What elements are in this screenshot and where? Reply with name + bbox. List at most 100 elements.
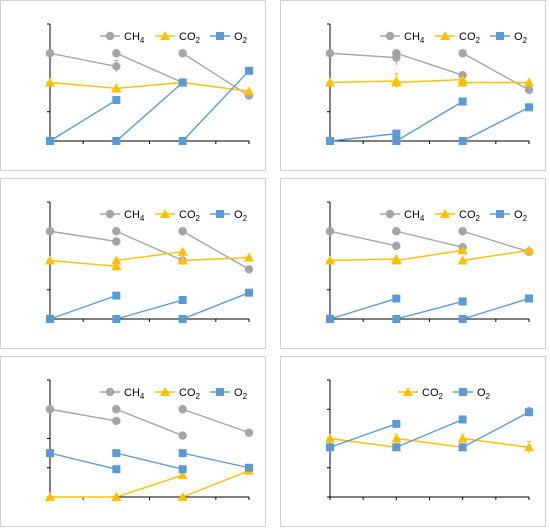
series-line-segment (49, 259, 117, 268)
legend-item-co2: CO2 (435, 31, 481, 45)
data-point (112, 49, 121, 58)
series-ch4 (325, 49, 534, 95)
series-line-segment (116, 452, 183, 470)
data-point (457, 255, 468, 265)
series-line-segment (182, 52, 250, 97)
data-point (177, 492, 188, 501)
legend-item-o2: O2 (490, 209, 528, 223)
data-point (178, 449, 187, 458)
legend-item-co2: CO2 (155, 387, 201, 401)
data-point (524, 77, 534, 87)
series-line-segment (462, 411, 530, 448)
data-point (457, 433, 468, 443)
data-point (457, 245, 468, 255)
data-point (112, 227, 121, 236)
legend-marker (216, 388, 224, 396)
data-point (458, 443, 467, 452)
series-line-segment (116, 81, 183, 90)
series-co2 (45, 465, 254, 501)
data-point (112, 315, 121, 323)
legend-item-co2: CO2 (155, 31, 201, 45)
series-o2 (326, 97, 533, 145)
legend-marker (440, 209, 450, 218)
data-point (177, 470, 188, 480)
legend-item-co2: CO2 (435, 209, 481, 223)
series-line-segment (49, 294, 117, 320)
data-point (245, 66, 253, 75)
series-co2 (45, 77, 254, 96)
legend-marker (105, 31, 115, 41)
panel-border (280, 0, 546, 171)
series-line-segment (182, 292, 250, 320)
series-line-segment (396, 300, 463, 320)
series-line-segment (116, 299, 183, 320)
series-line-segment (462, 106, 530, 142)
series-line-segment (116, 474, 183, 498)
data-point (111, 261, 122, 271)
legend-item-o2: O2 (210, 31, 248, 45)
data-point (524, 85, 534, 95)
series-co2 (325, 433, 534, 454)
series-co2 (45, 246, 254, 271)
series-line-segment (182, 70, 250, 142)
series-line-segment (396, 230, 463, 249)
data-point (525, 408, 533, 417)
series-o2 (326, 294, 533, 323)
data-point (178, 431, 187, 440)
data-point (178, 295, 187, 304)
data-point (392, 129, 401, 138)
data-point (112, 291, 121, 300)
data-point (45, 255, 55, 265)
legend-label: O2 (514, 209, 528, 223)
legend-label: O2 (477, 387, 491, 401)
legend-label: CO2 (179, 387, 201, 401)
chart-panel-e: CH4 CO2 O2 (0, 356, 266, 527)
data-point (45, 405, 55, 414)
series-line-segment (396, 249, 463, 262)
series-line-segment (49, 408, 117, 422)
series-line-segment (395, 100, 464, 142)
legend-label: CH4 (124, 209, 145, 223)
legend-marker (496, 210, 504, 218)
legend-label: CO2 (459, 31, 481, 45)
data-point (112, 237, 121, 246)
data-point (111, 492, 122, 501)
data-point (524, 245, 534, 255)
data-point (326, 315, 334, 323)
series-line-segment (329, 230, 397, 247)
data-point (325, 255, 335, 265)
series-line-segment (396, 437, 463, 448)
series-o2 (46, 288, 253, 323)
legend-marker (160, 209, 170, 218)
legend-label: CO2 (179, 31, 201, 45)
series-ch4 (45, 405, 254, 440)
series-line-segment (49, 99, 117, 142)
data-point (178, 227, 187, 236)
legend-marker (385, 209, 395, 219)
series-line-segment (182, 256, 250, 262)
data-point (458, 49, 467, 58)
data-point (457, 77, 468, 87)
data-point (392, 443, 401, 452)
data-point (45, 77, 55, 87)
series-line-segment (116, 52, 183, 84)
data-point (244, 252, 254, 262)
legend-label: CH4 (404, 31, 425, 45)
legend-label: CH4 (124, 31, 145, 45)
data-point (325, 433, 335, 443)
panel-border (280, 178, 546, 349)
chart-panel-c: CH4 CO2 O2 (0, 178, 266, 349)
data-point (111, 255, 122, 265)
series-line-segment (462, 437, 530, 448)
series-line-segment (462, 230, 530, 253)
legend-marker (216, 32, 224, 40)
series-ch4 (45, 227, 254, 274)
series-line-segment (329, 258, 397, 262)
data-point (46, 449, 54, 458)
data-point (392, 137, 401, 145)
data-point (112, 416, 121, 426)
data-point (112, 137, 121, 145)
series-o2 (326, 407, 533, 452)
data-point (244, 86, 254, 96)
legend-label: CO2 (459, 209, 481, 223)
